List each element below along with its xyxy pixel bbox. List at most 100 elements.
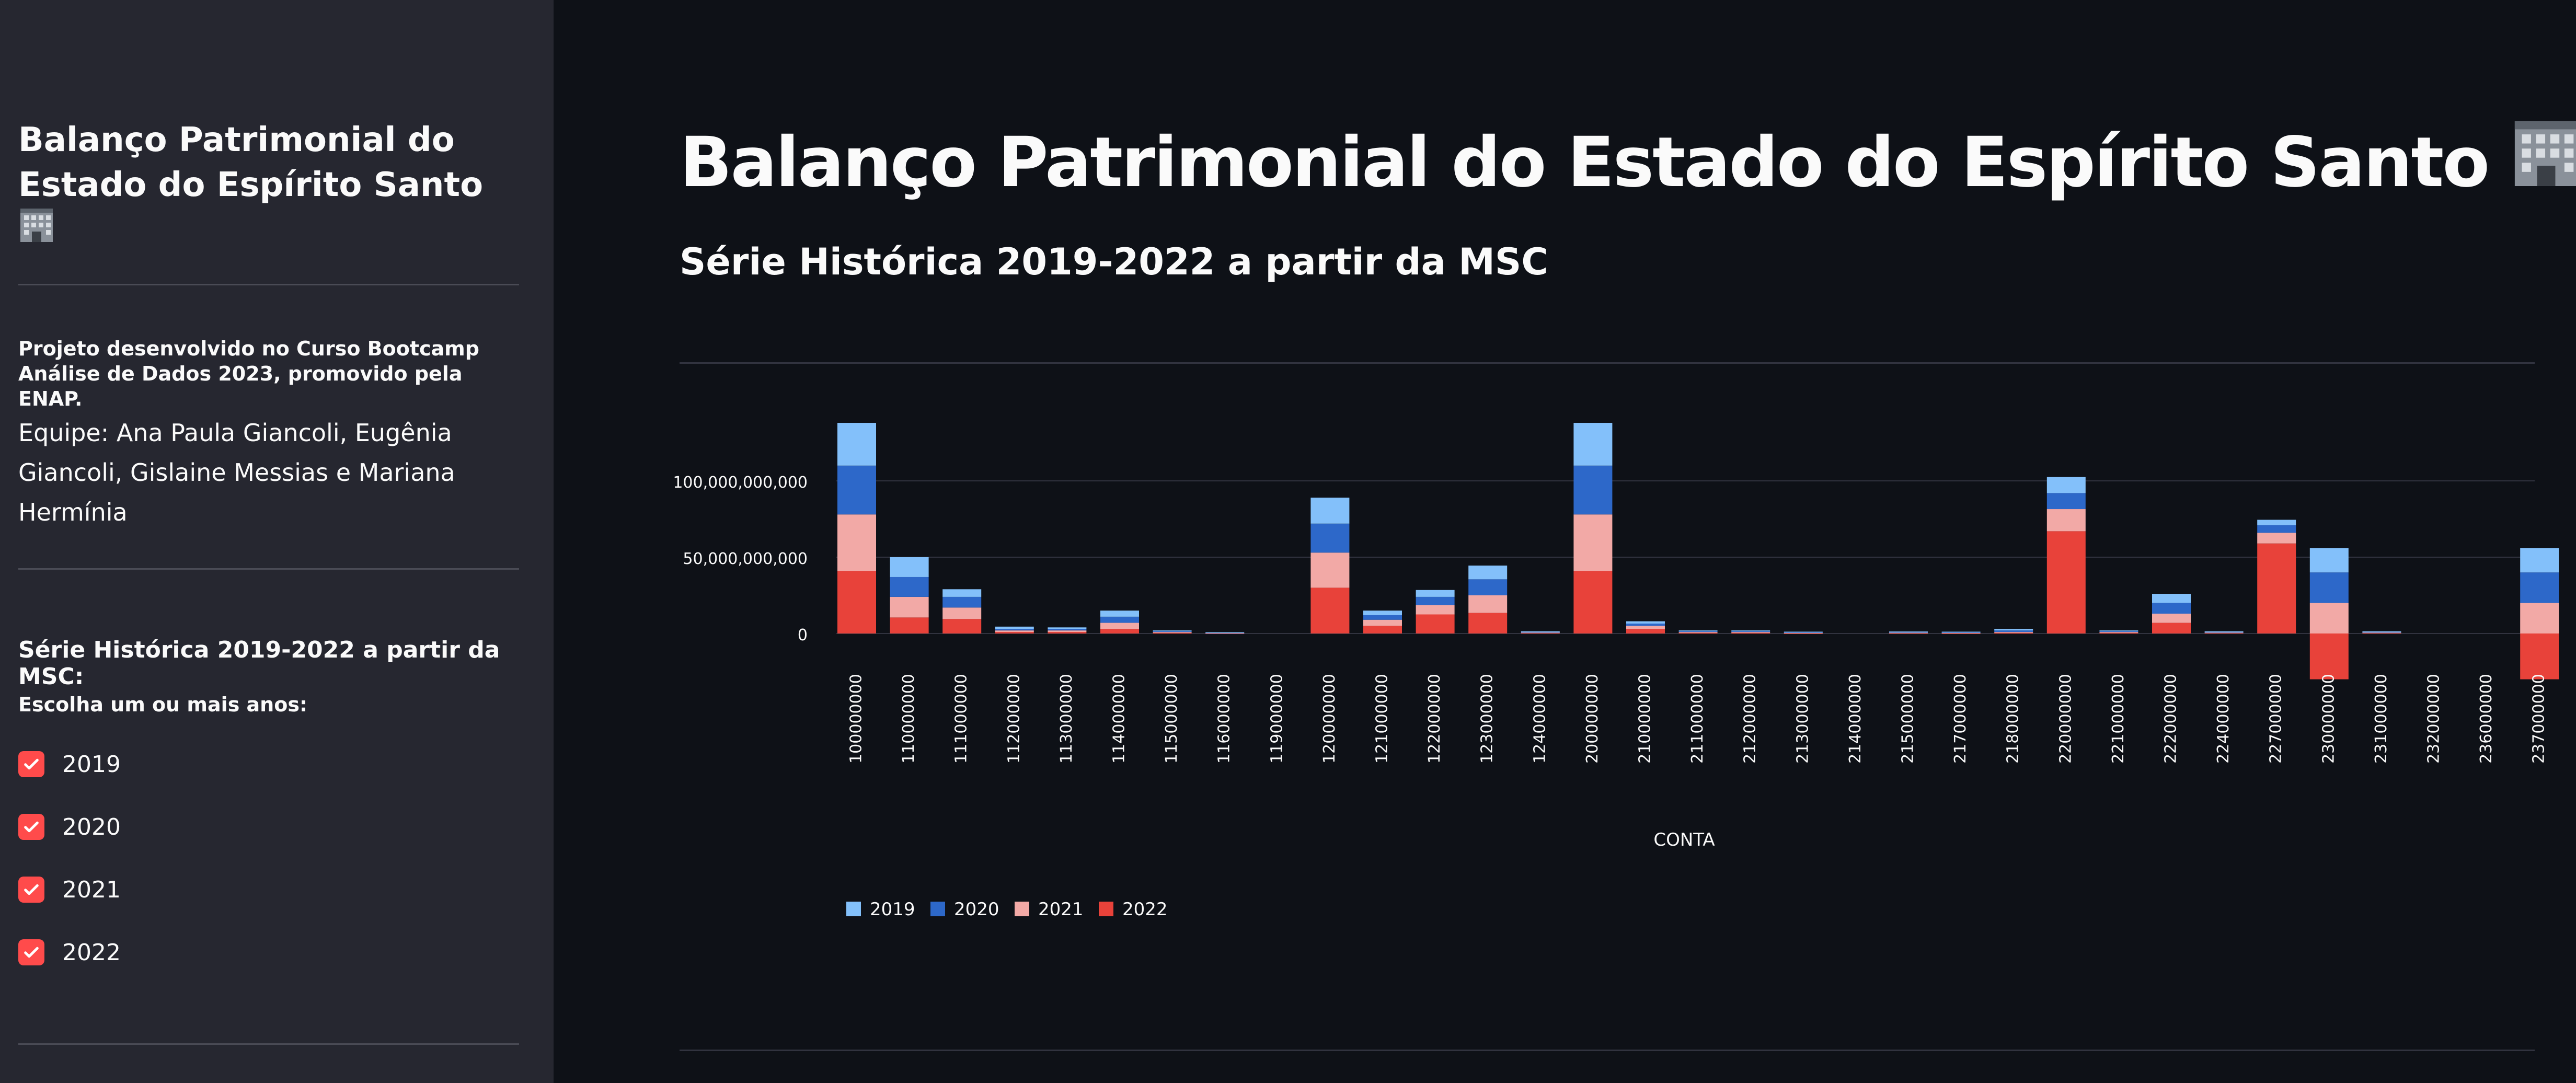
bar-segment [2152, 603, 2191, 614]
bar-segment [2046, 493, 2086, 510]
checkbox-year-2022[interactable]: 2022 [18, 937, 121, 968]
x-tick-label: 215000000 [1899, 674, 1917, 764]
bar-segment [1048, 630, 1087, 632]
bar-segment [2204, 632, 2244, 633]
page-title-text: Balanço Patrimonial do Estado do Espírit… [680, 122, 2490, 203]
legend-label: 2021 [1038, 899, 1084, 920]
bar-segment [1363, 615, 1402, 620]
legend-swatch [846, 902, 861, 916]
bar-segment [1678, 632, 1718, 633]
bar-segment [2520, 603, 2559, 633]
section-divider [680, 1050, 2535, 1051]
bar-segment [1889, 632, 1928, 633]
sidebar-title-text: Balanço Patrimonial do Estado do Espírit… [18, 121, 484, 204]
bar-segment [1100, 610, 1139, 617]
bar-segment [1521, 632, 1560, 634]
checkbox-year-2021[interactable]: 2021 [18, 874, 121, 905]
bar-segment [1468, 613, 1508, 633]
bar-segment [2204, 631, 2244, 633]
bar-segment [1678, 630, 1718, 631]
bar-segment [2152, 594, 2191, 603]
bar-segment [2099, 632, 2138, 633]
bar-segment [2309, 572, 2349, 603]
office-building-icon [2514, 121, 2576, 186]
legend-swatch [1099, 902, 1113, 916]
bar-segment [2257, 520, 2296, 525]
bar-segment [2362, 631, 2401, 633]
bar-segment [1941, 632, 1981, 633]
bar-segment [2520, 572, 2559, 603]
bar-segment [1521, 632, 1560, 633]
bar-segment [1153, 630, 1192, 631]
bar-segment [942, 589, 982, 597]
team-text: Equipe: Ana Paula Giancoli, Eugênia Gian… [18, 419, 455, 526]
sidebar-divider [18, 568, 519, 570]
bar-segment [995, 632, 1034, 633]
bar-segment [2099, 631, 2138, 632]
y-tick-label: 0 [798, 626, 808, 644]
bar-segment [1100, 616, 1139, 623]
bar-segment [890, 557, 929, 577]
bar-segment [1363, 610, 1402, 615]
bar-segment [1416, 605, 1455, 615]
bar-segment [1678, 632, 1718, 634]
bar-segment [1153, 632, 1192, 633]
x-tick-label: 221000000 [2109, 674, 2128, 764]
bar-segment [890, 596, 929, 618]
sidebar-divider [18, 284, 519, 285]
bar-segment [890, 577, 929, 597]
bar-segment [1889, 631, 1928, 632]
checkbox-year-2020[interactable]: 2020 [18, 811, 121, 843]
bar-segment [1941, 632, 1981, 633]
page-title: Balanço Patrimonial do Estado do Espírit… [680, 119, 2576, 204]
checkmark-icon[interactable] [18, 751, 44, 777]
bar-segment [1994, 629, 2033, 631]
section-divider [680, 362, 2535, 364]
page-subtitle: Série Histórica 2019-2022 a partir da MS… [680, 240, 1548, 283]
year-select-label: Escolha um ou mais anos: [18, 693, 308, 716]
bar-segment [1731, 632, 1770, 634]
bar-segment [1784, 631, 1823, 632]
bar-segment [2152, 614, 2191, 623]
x-tick-label: 213000000 [1793, 674, 1812, 764]
bar-segment [2257, 543, 2296, 633]
bar-segment [2520, 633, 2559, 679]
bar-segment [1889, 632, 1928, 633]
x-tick-label: 123000000 [1478, 674, 1497, 764]
sidebar-divider [18, 1043, 519, 1045]
bar-segment [1468, 566, 1508, 580]
bar-segment [2257, 525, 2296, 533]
x-tick-label: 114000000 [1110, 674, 1129, 764]
checkmark-icon[interactable] [18, 877, 44, 903]
bar-segment [1573, 465, 1613, 515]
bar-segment [1626, 629, 1665, 633]
checkmark-icon[interactable] [18, 939, 44, 965]
bar-segment [1310, 552, 1350, 588]
legend-swatch [1015, 902, 1029, 916]
bar-segment [1153, 631, 1192, 632]
bar-segment [2257, 533, 2296, 544]
x-tick-label: 232000000 [2425, 674, 2443, 764]
checkbox-year-2019[interactable]: 2019 [18, 748, 121, 780]
x-axis-title: CONTA [1653, 829, 1715, 850]
bar-segment [1468, 595, 1508, 613]
x-tick-label: 212000000 [1741, 674, 1760, 764]
checkmark-icon[interactable] [18, 814, 44, 840]
bar-segment [2204, 632, 2244, 634]
bar-segment [1626, 621, 1665, 624]
checkbox-label: 2022 [62, 939, 121, 966]
x-tick-label: 200000000 [1583, 674, 1602, 764]
bar-segment [1731, 632, 1770, 633]
x-tick-label: 218000000 [2004, 674, 2022, 764]
bar-segment [942, 619, 982, 633]
bar-segment [1784, 632, 1823, 633]
bar-segment [2046, 509, 2086, 532]
bar-segment [1941, 633, 1981, 634]
bar-segment [1048, 629, 1087, 631]
bar-segment [1731, 631, 1770, 632]
bar-segment [2362, 632, 2401, 633]
bar-segment [2309, 548, 2349, 573]
bar-segment [1416, 614, 1455, 633]
x-tick-label: 211000000 [1688, 674, 1707, 764]
bar-segment [1521, 631, 1560, 632]
